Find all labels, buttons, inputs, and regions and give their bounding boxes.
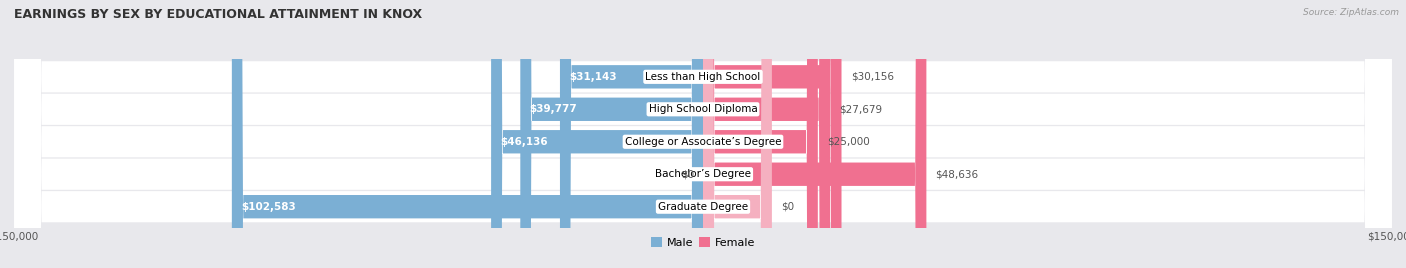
FancyBboxPatch shape [491, 0, 703, 268]
FancyBboxPatch shape [520, 0, 703, 268]
Text: $102,583: $102,583 [240, 202, 295, 212]
FancyBboxPatch shape [232, 0, 703, 268]
FancyBboxPatch shape [703, 0, 842, 268]
FancyBboxPatch shape [703, 0, 927, 268]
Text: EARNINGS BY SEX BY EDUCATIONAL ATTAINMENT IN KNOX: EARNINGS BY SEX BY EDUCATIONAL ATTAINMEN… [14, 8, 422, 21]
Text: Bachelor’s Degree: Bachelor’s Degree [655, 169, 751, 179]
Legend: Male, Female: Male, Female [647, 233, 759, 253]
FancyBboxPatch shape [14, 0, 1392, 268]
FancyBboxPatch shape [560, 0, 703, 268]
Text: $0: $0 [782, 202, 794, 212]
Text: $46,136: $46,136 [501, 137, 548, 147]
Text: Less than High School: Less than High School [645, 72, 761, 82]
Text: $31,143: $31,143 [569, 72, 617, 82]
Text: Source: ZipAtlas.com: Source: ZipAtlas.com [1303, 8, 1399, 17]
Text: College or Associate’s Degree: College or Associate’s Degree [624, 137, 782, 147]
FancyBboxPatch shape [14, 0, 1392, 268]
Text: $0: $0 [681, 169, 693, 179]
Text: $30,156: $30,156 [851, 72, 894, 82]
Text: $39,777: $39,777 [530, 104, 578, 114]
FancyBboxPatch shape [703, 0, 772, 268]
FancyBboxPatch shape [703, 0, 818, 268]
Text: $48,636: $48,636 [935, 169, 979, 179]
Text: $25,000: $25,000 [827, 137, 870, 147]
Text: High School Diploma: High School Diploma [648, 104, 758, 114]
FancyBboxPatch shape [14, 0, 1392, 268]
Text: Graduate Degree: Graduate Degree [658, 202, 748, 212]
FancyBboxPatch shape [14, 0, 1392, 268]
Text: $27,679: $27,679 [839, 104, 883, 114]
FancyBboxPatch shape [703, 0, 830, 268]
FancyBboxPatch shape [14, 0, 1392, 268]
